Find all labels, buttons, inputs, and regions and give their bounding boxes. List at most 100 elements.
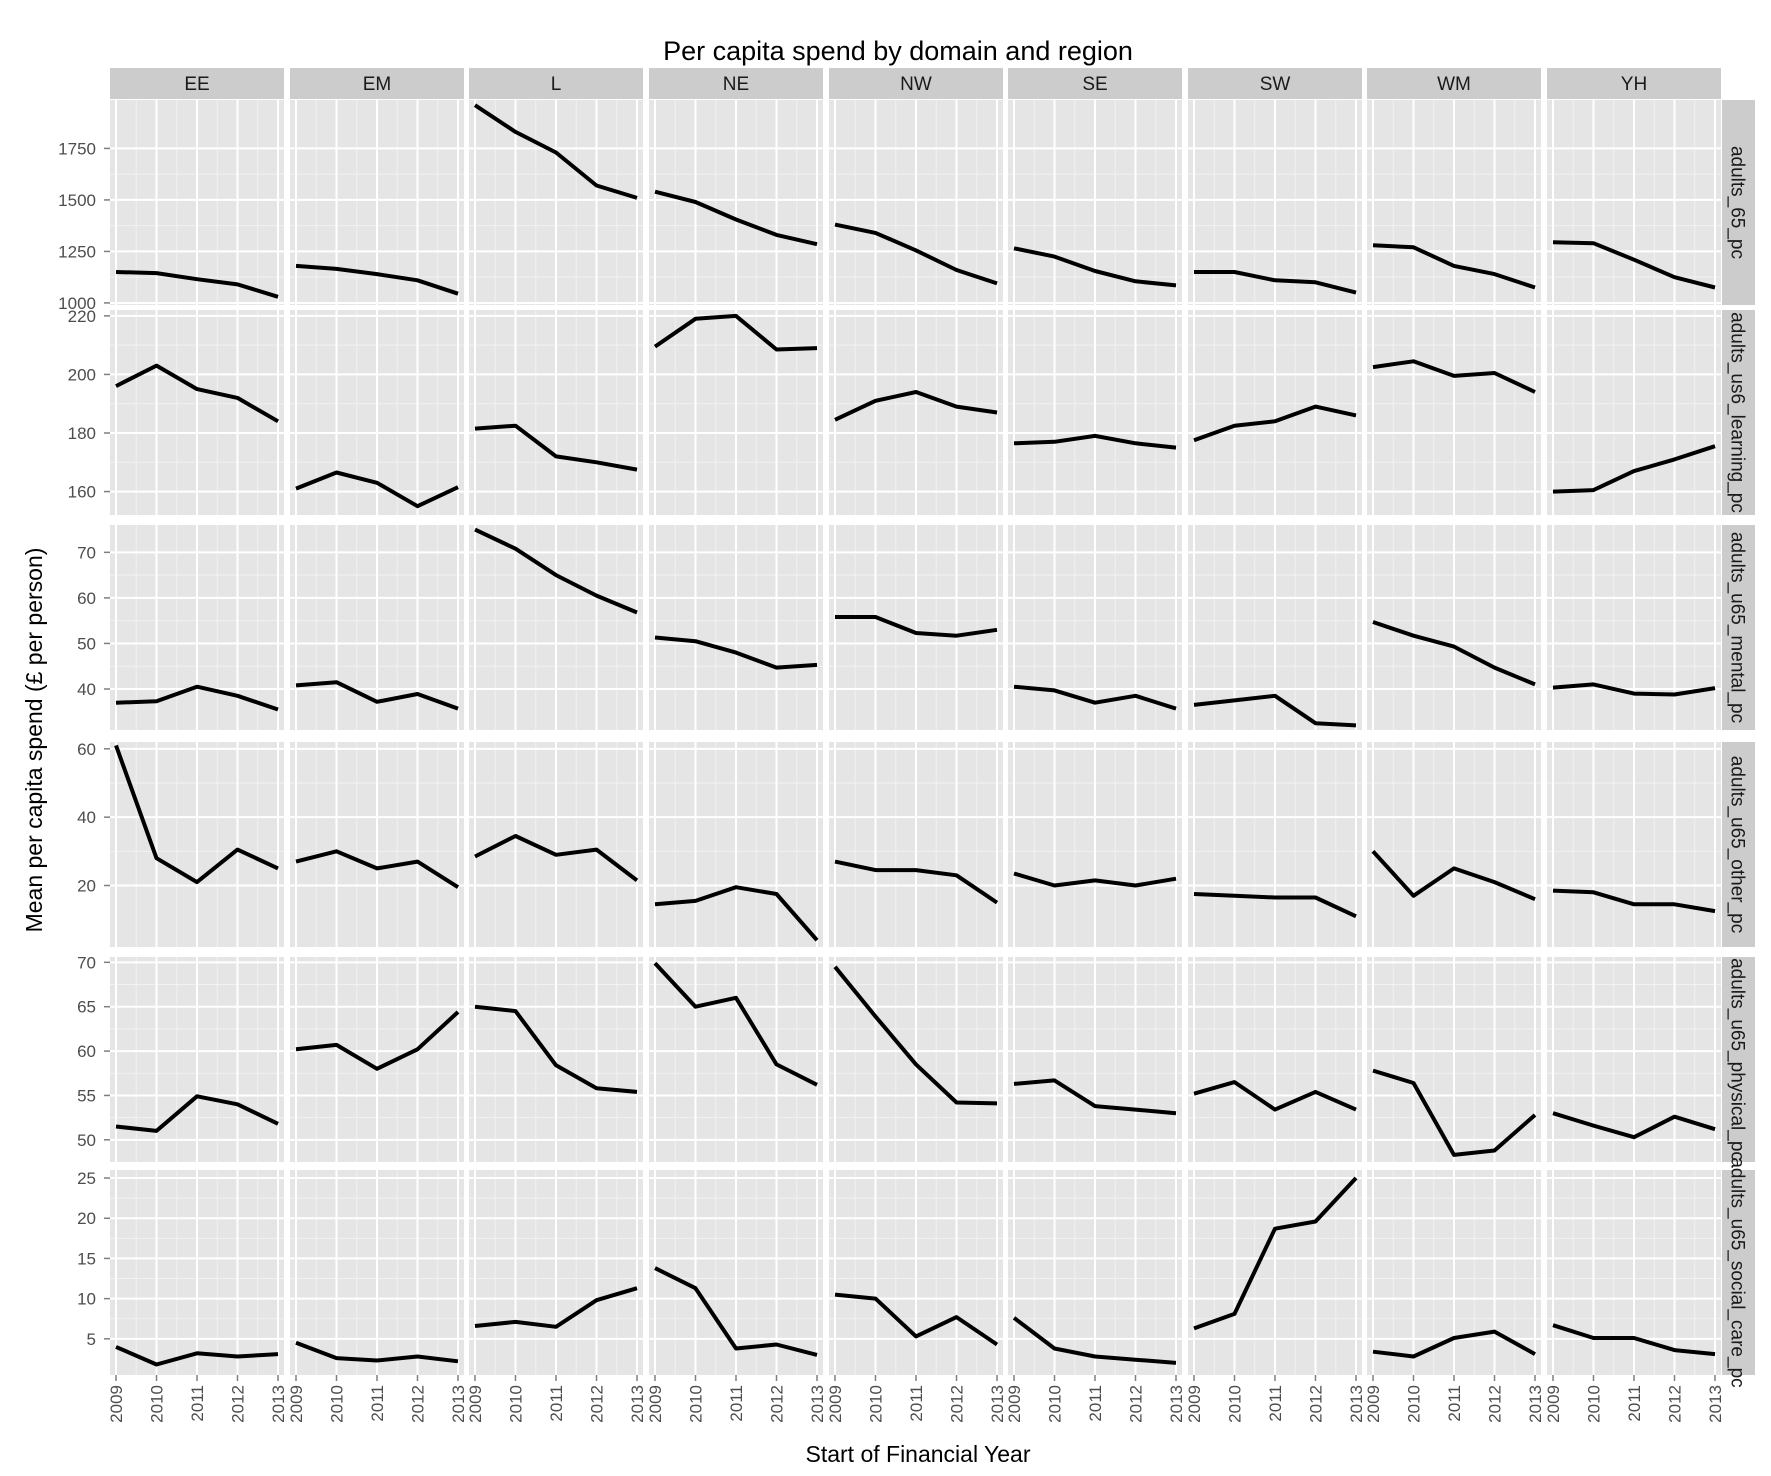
series-line-EE-adults_65_pc <box>115 270 279 299</box>
y-tick-label: 1250 <box>58 242 96 261</box>
series-line-NW-adults_65_pc <box>834 222 998 286</box>
x-tick-label: 2011 <box>188 1385 207 1422</box>
x-tick-label: 2013 <box>1706 1385 1725 1423</box>
y-tick-label: 50 <box>77 1131 96 1150</box>
series-line-EM-adults_u65_other_pc <box>295 849 460 889</box>
y-tick-label: 50 <box>77 634 96 653</box>
series-line-YH-adults_us6_learning_pc <box>1552 444 1716 494</box>
row-strip-adults_u65_physical_pc <box>1722 957 1755 1162</box>
row-strip-label-adults_u65_mental_pc: adults_u65_mental_pc <box>1727 532 1748 723</box>
x-tick-label: 2012 <box>1127 1385 1146 1423</box>
y-tick-label: 1750 <box>58 139 96 158</box>
x-tick-label: 2010 <box>867 1385 886 1423</box>
series-line-L-adults_u65_social_care_pc <box>474 1286 638 1329</box>
x-tick-label: 2010 <box>507 1385 526 1423</box>
series-line-EE-adults_u65_physical_pc <box>115 1094 279 1133</box>
x-tick-label: 2010 <box>1046 1385 1065 1423</box>
series-line-YH-adults_65_pc <box>1552 240 1716 290</box>
series-line-SW-adults_u65_mental_pc <box>1193 693 1357 728</box>
series-line-SW-adults_u65_social_care_pc <box>1193 1176 1358 1331</box>
x-tick-label: 2009 <box>466 1385 485 1423</box>
x-tick-label: 2013 <box>269 1385 288 1423</box>
x-tick-label: 2009 <box>1364 1385 1383 1423</box>
series-line-YH-adults_u65_physical_pc <box>1552 1111 1716 1140</box>
series-line-SW-adults_u65_physical_pc <box>1193 1080 1357 1112</box>
series-line-NW-adults_u65_mental_pc <box>835 615 998 638</box>
row-strip-label-adults_65_pc: adults_65_pc <box>1727 146 1748 259</box>
x-tick-label: 2011 <box>547 1385 566 1422</box>
row-strip-label-adults_us6_learning_pc: adults_us6_learning_pc <box>1727 312 1748 513</box>
x-tick-label: 2012 <box>948 1385 967 1423</box>
x-tick-label: 2011 <box>1625 1385 1644 1422</box>
series-line-NW-adults_u65_physical_pc <box>833 965 998 1106</box>
series-line-EM-adults_u65_social_care_pc <box>295 1340 459 1364</box>
y-tick-label: 65 <box>77 998 96 1017</box>
series-line-SE-adults_u65_physical_pc <box>1013 1078 1177 1116</box>
x-tick-label: 2009 <box>287 1385 306 1423</box>
series-line-L-adults_65_pc <box>473 103 638 200</box>
row-strip-adults_u65_mental_pc <box>1722 525 1755 730</box>
series-line-WM-adults_65_pc <box>1372 243 1536 290</box>
y-tick-label: 5 <box>87 1330 96 1349</box>
series-line-WM-adults_u65_other_pc <box>1371 849 1536 902</box>
x-tick-label: 2010 <box>687 1385 706 1423</box>
series-line-EE-adults_us6_learning_pc <box>115 363 280 424</box>
column-strip-label-NW: NW <box>900 74 932 95</box>
x-tick-label: 2012 <box>1307 1385 1326 1423</box>
column-strip-EE <box>110 68 284 99</box>
y-tick-label: 10 <box>77 1290 96 1309</box>
x-tick-label: 2013 <box>449 1385 468 1423</box>
x-tick-label: 2010 <box>1585 1385 1604 1423</box>
x-tick-label: 2013 <box>808 1385 827 1423</box>
column-strip-NE <box>649 68 823 99</box>
series-line-L-adults_u65_physical_pc <box>474 1004 638 1094</box>
x-tick-label: 2009 <box>1005 1385 1024 1423</box>
y-tick-label: 60 <box>77 589 96 608</box>
y-tick-label: 70 <box>77 543 96 562</box>
row-strip-label-adults_u65_other_pc: adults_u65_other_pc <box>1727 756 1748 933</box>
series-line-SE-adults_65_pc <box>1013 246 1177 288</box>
x-tick-label: 2012 <box>229 1385 248 1423</box>
row-strip-adults_us6_learning_pc <box>1722 310 1755 515</box>
y-tick-label: 1500 <box>58 191 96 210</box>
series-line-SE-adults_us6_learning_pc <box>1013 433 1177 450</box>
x-tick-label: 2009 <box>646 1385 665 1423</box>
x-tick-label: 2013 <box>1526 1385 1545 1423</box>
column-strip-label-WM: WM <box>1437 74 1471 95</box>
x-tick-label: 2010 <box>148 1385 167 1423</box>
series-line-EM-adults_u65_mental_pc <box>295 680 459 711</box>
y-axis-title: Mean per capita spend (£ per person) <box>21 548 47 933</box>
row-strip-adults_u65_social_care_pc <box>1722 1170 1755 1375</box>
series-line-EM-adults_65_pc <box>295 263 459 296</box>
column-strip-label-NE: NE <box>723 74 749 95</box>
series-line-WM-adults_u65_mental_pc <box>1372 620 1536 687</box>
series-line-EM-adults_u65_physical_pc <box>295 1010 460 1071</box>
series-line-NE-adults_u65_other_pc <box>654 885 819 942</box>
x-tick-label: 2013 <box>1167 1385 1186 1423</box>
series-line-NE-adults_u65_physical_pc <box>653 961 818 1087</box>
y-tick-label: 200 <box>68 365 96 384</box>
y-tick-label: 40 <box>77 808 96 827</box>
series-line-SW-adults_us6_learning_pc <box>1193 404 1357 443</box>
x-tick-label: 2012 <box>588 1385 607 1423</box>
column-strip-WM <box>1367 68 1541 99</box>
series-line-WM-adults_u65_physical_pc <box>1372 1068 1537 1157</box>
column-strip-SE <box>1008 68 1182 99</box>
x-tick-label: 2013 <box>988 1385 1007 1423</box>
series-line-YH-adults_u65_mental_pc <box>1552 682 1716 697</box>
y-tick-label: 60 <box>77 740 96 759</box>
x-tick-label: 2011 <box>1445 1385 1464 1422</box>
series-line-EE-adults_u65_mental_pc <box>115 684 279 712</box>
series-line-SE-adults_u65_social_care_pc <box>1012 1316 1177 1365</box>
x-tick-label: 2010 <box>328 1385 347 1423</box>
series-line-EE-adults_u65_social_care_pc <box>115 1345 279 1367</box>
column-strip-L <box>469 68 643 99</box>
column-strip-SW <box>1188 68 1362 99</box>
series-line-EE-adults_u65_other_pc <box>114 744 279 885</box>
row-strip-label-adults_u65_physical_pc: adults_u65_physical_pc <box>1727 958 1748 1161</box>
column-strip-label-EE: EE <box>184 74 209 95</box>
x-tick-label: 2012 <box>1486 1385 1505 1423</box>
x-tick-label: 2011 <box>907 1385 926 1422</box>
row-strip-adults_u65_other_pc <box>1722 742 1755 947</box>
